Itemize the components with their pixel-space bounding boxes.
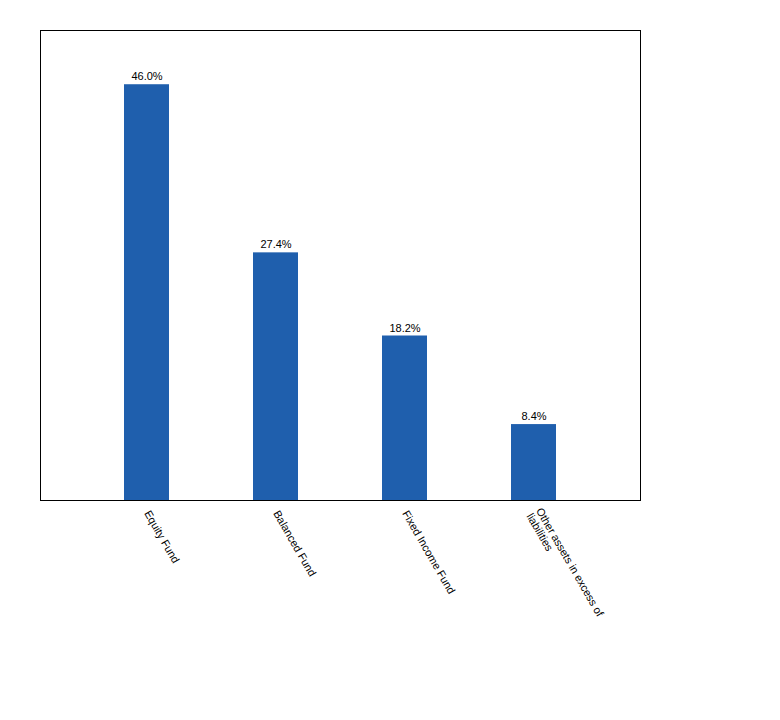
svg-text:Balanced Fund: Balanced Fund (271, 508, 318, 578)
svg-text:Fixed Income Fund: Fixed Income Fund (400, 508, 457, 596)
svg-text:46.0%: 46.0% (131, 70, 162, 82)
svg-text:8.4%: 8.4% (521, 410, 546, 422)
svg-text:Other assets in excess ofliabi: Other assets in excess ofliabilities (524, 506, 606, 625)
svg-text:Equity Fund: Equity Fund (142, 508, 182, 565)
svg-text:18.2%: 18.2% (389, 322, 420, 334)
svg-text:27.4%: 27.4% (260, 238, 291, 250)
